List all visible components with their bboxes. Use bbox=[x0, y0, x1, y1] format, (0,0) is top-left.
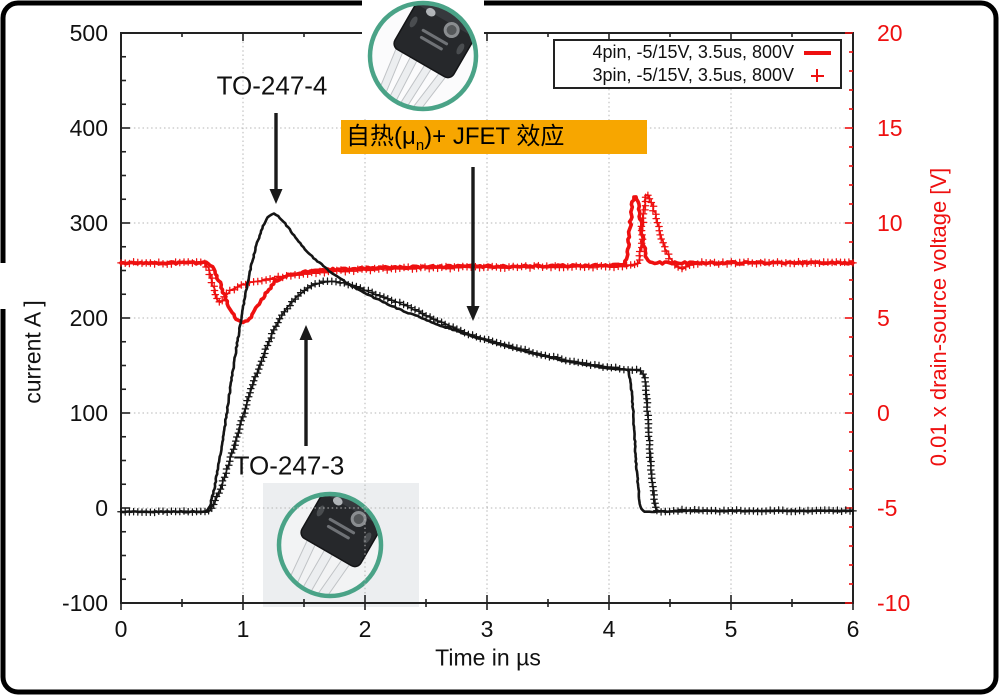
tick-label: 400 bbox=[70, 115, 108, 141]
tick-label: 0 bbox=[95, 495, 108, 521]
tick-label: 4 bbox=[603, 616, 616, 642]
tick-label: 0 bbox=[877, 400, 890, 426]
plus-markers-3pin-current bbox=[117, 277, 857, 517]
tick-label: 300 bbox=[70, 210, 108, 236]
arrow-head-2 bbox=[466, 306, 480, 321]
tick-label: 2 bbox=[359, 616, 372, 642]
legend-box: 4pin, -5/15V, 3.5us, 800V 3pin, -5/15V, … bbox=[553, 39, 842, 89]
tick-label: -100 bbox=[62, 590, 108, 616]
gridlines bbox=[121, 33, 853, 603]
trace-4pin-drain-source-voltage bbox=[119, 195, 855, 325]
tick-label: 5 bbox=[725, 616, 738, 642]
x-axis-title: Time in µs bbox=[435, 644, 541, 671]
tick-label: 100 bbox=[70, 400, 108, 426]
jfet-annotation-subscript: n bbox=[415, 136, 425, 154]
solid-line-marker-icon bbox=[803, 50, 831, 55]
tick-label: 15 bbox=[877, 115, 903, 141]
white-patch bbox=[0, 263, 13, 309]
tick-label: 6 bbox=[847, 616, 860, 642]
trace-3pin-current bbox=[120, 280, 854, 514]
to-247-4-photo bbox=[362, 0, 484, 118]
legend-item-3pin: 3pin, -5/15V, 3.5us, 800V bbox=[555, 64, 840, 87]
tick-label: 500 bbox=[70, 20, 108, 46]
legend-sample-3pin bbox=[794, 69, 840, 82]
legend-label-4pin: 4pin, -5/15V, 3.5us, 800V bbox=[592, 42, 795, 62]
tick-label: 5 bbox=[877, 305, 890, 331]
arrow-head-0 bbox=[269, 189, 283, 204]
right-axis-title: 0.01 x drain-source voltage [V] bbox=[926, 167, 951, 467]
to247-3-label: TO-247-3 bbox=[233, 450, 345, 481]
tick-label: -10 bbox=[877, 590, 910, 616]
tick-label: 1 bbox=[237, 616, 250, 642]
series-group bbox=[117, 191, 857, 517]
tick-label: -5 bbox=[877, 495, 897, 521]
tick-label: 10 bbox=[877, 210, 903, 236]
legend-sample-4pin bbox=[794, 50, 840, 55]
plus-markers-3pin-drain-source-voltage bbox=[117, 191, 857, 306]
legend-label-3pin: 3pin, -5/15V, 3.5us, 800V bbox=[592, 65, 795, 85]
tick-label: 200 bbox=[70, 305, 108, 331]
green-circle-ring bbox=[276, 491, 384, 599]
annotation-arrows bbox=[269, 113, 480, 446]
left-axis-title: current A ] bbox=[19, 300, 46, 404]
plus-marker-icon bbox=[810, 69, 824, 82]
tick-label: 3 bbox=[481, 616, 494, 642]
to-247-3-photo bbox=[263, 483, 419, 607]
self-heating-jfet-annotation: 自热(μn)+ JFET 效应 bbox=[341, 120, 647, 154]
arrow-head-1 bbox=[299, 325, 313, 340]
to247-4-label: TO-247-4 bbox=[216, 70, 328, 101]
tick-label: 20 bbox=[877, 20, 903, 46]
jfet-annotation-text-2: )+ JFET 效应 bbox=[424, 123, 565, 150]
legend-item-4pin: 4pin, -5/15V, 3.5us, 800V bbox=[555, 41, 840, 64]
green-circle-ring bbox=[367, 0, 479, 112]
tick-label: 0 bbox=[115, 616, 128, 642]
jfet-annotation-text-1: 自热(μ bbox=[346, 123, 416, 150]
